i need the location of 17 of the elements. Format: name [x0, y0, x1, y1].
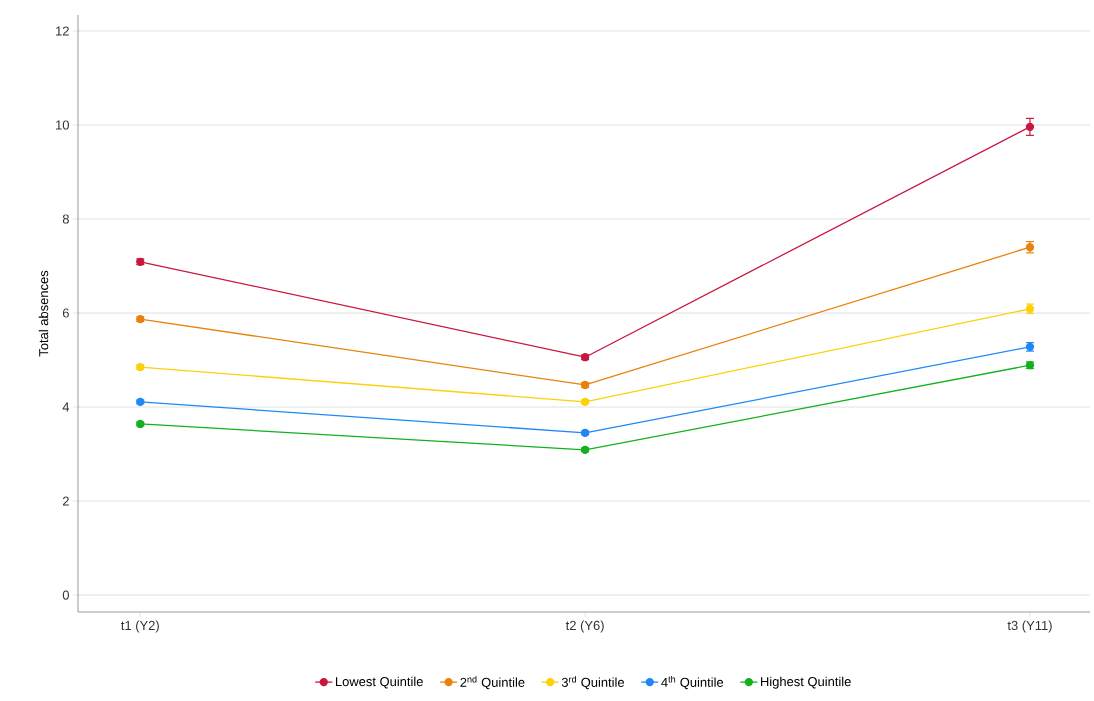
x-tick-label: t1 (Y2) [121, 620, 159, 633]
point [1025, 122, 1035, 132]
legend-label: 2$^{nd}$ Quintile [460, 675, 525, 690]
legend-label: Lowest Quintile [335, 676, 423, 689]
legend-label: 4$^{th}$ Quintile [661, 675, 724, 690]
legend-label: Highest Quintile [761, 676, 851, 689]
y-tick-label: 0 [62, 590, 69, 600]
y-tick-label: 12 [56, 26, 69, 36]
x-tick-label: t2 (Y6) [565, 620, 604, 633]
y-tick-label: 2 [62, 496, 69, 506]
x-tick-label: t3 (Y11) [1007, 620, 1052, 633]
y-tick-label: 10 [56, 120, 69, 130]
y-tick-label: 4 [62, 402, 70, 412]
y-tick-label: 8 [62, 214, 69, 224]
legend-label: 3$^{rd}$ Quintile [561, 675, 625, 690]
y-tick-label: 6 [62, 308, 69, 318]
y-axis-title: Total absences [38, 270, 49, 357]
